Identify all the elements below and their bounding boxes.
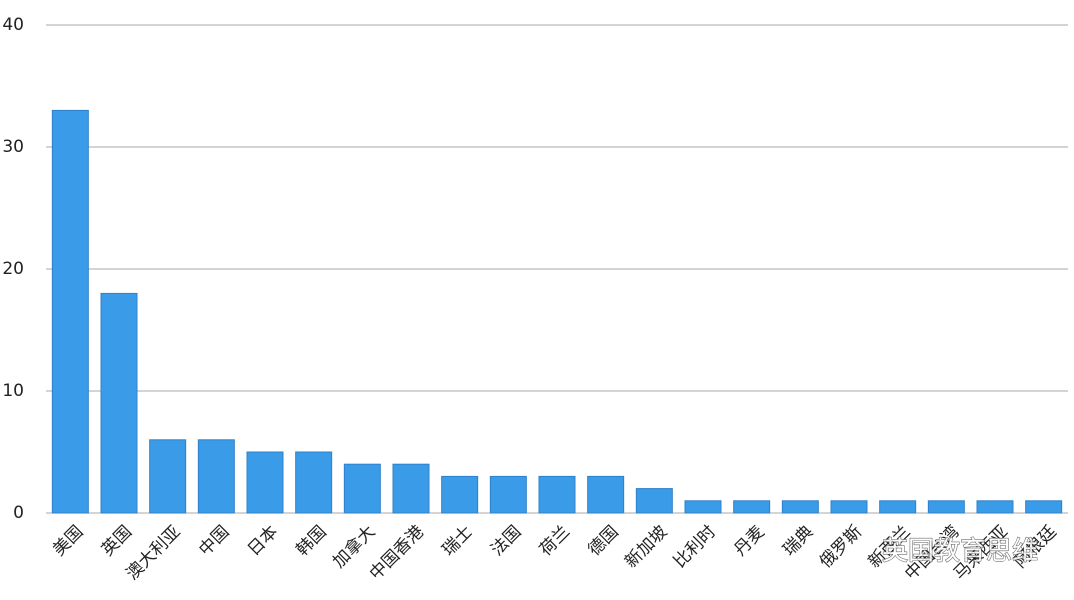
bar xyxy=(246,451,284,514)
bar xyxy=(51,109,89,514)
x-tick-label: 俄罗斯 xyxy=(816,522,866,572)
x-tick-label: 中国香港 xyxy=(366,522,428,584)
bar xyxy=(538,475,576,514)
x-tick-label: 新加坡 xyxy=(621,522,671,572)
watermark: 英国教育思维 xyxy=(882,537,1038,567)
bar xyxy=(295,451,333,514)
bar xyxy=(684,500,722,514)
x-tick-label: 英国 xyxy=(98,522,136,560)
x-tick-label: 日本 xyxy=(244,522,282,560)
y-tick-label: 0 xyxy=(13,503,24,523)
bar xyxy=(635,488,673,514)
bar xyxy=(392,463,430,514)
bar xyxy=(441,475,479,514)
y-tick-label: 40 xyxy=(2,15,24,35)
x-tick-label: 瑞典 xyxy=(779,522,817,560)
bar xyxy=(976,500,1014,514)
x-tick-label: 比利时 xyxy=(670,522,720,572)
x-tick-label: 韩国 xyxy=(293,522,331,560)
x-tick-label: 法国 xyxy=(487,522,525,560)
x-tick-label: 美国 xyxy=(49,522,87,560)
bar xyxy=(781,500,819,514)
x-tick-label: 澳大利亚 xyxy=(123,522,185,584)
bar xyxy=(830,500,868,514)
bar xyxy=(927,500,965,514)
x-tick-label: 中国 xyxy=(195,522,233,560)
bar xyxy=(100,292,138,514)
x-tick-label: 荷兰 xyxy=(536,522,574,560)
x-tick-label: 瑞士 xyxy=(439,522,477,560)
bar xyxy=(879,500,917,514)
y-tick-label: 30 xyxy=(2,137,24,157)
y-tick-label: 20 xyxy=(2,259,24,279)
bar xyxy=(149,439,187,514)
bar xyxy=(1025,500,1063,514)
y-tick-label: 10 xyxy=(2,381,24,401)
x-tick-label: 德国 xyxy=(585,522,623,560)
bar xyxy=(343,463,381,514)
bar xyxy=(733,500,771,514)
x-tick-label: 丹麦 xyxy=(731,522,769,560)
bar xyxy=(197,439,235,514)
bar xyxy=(587,475,625,514)
bar xyxy=(489,475,527,514)
